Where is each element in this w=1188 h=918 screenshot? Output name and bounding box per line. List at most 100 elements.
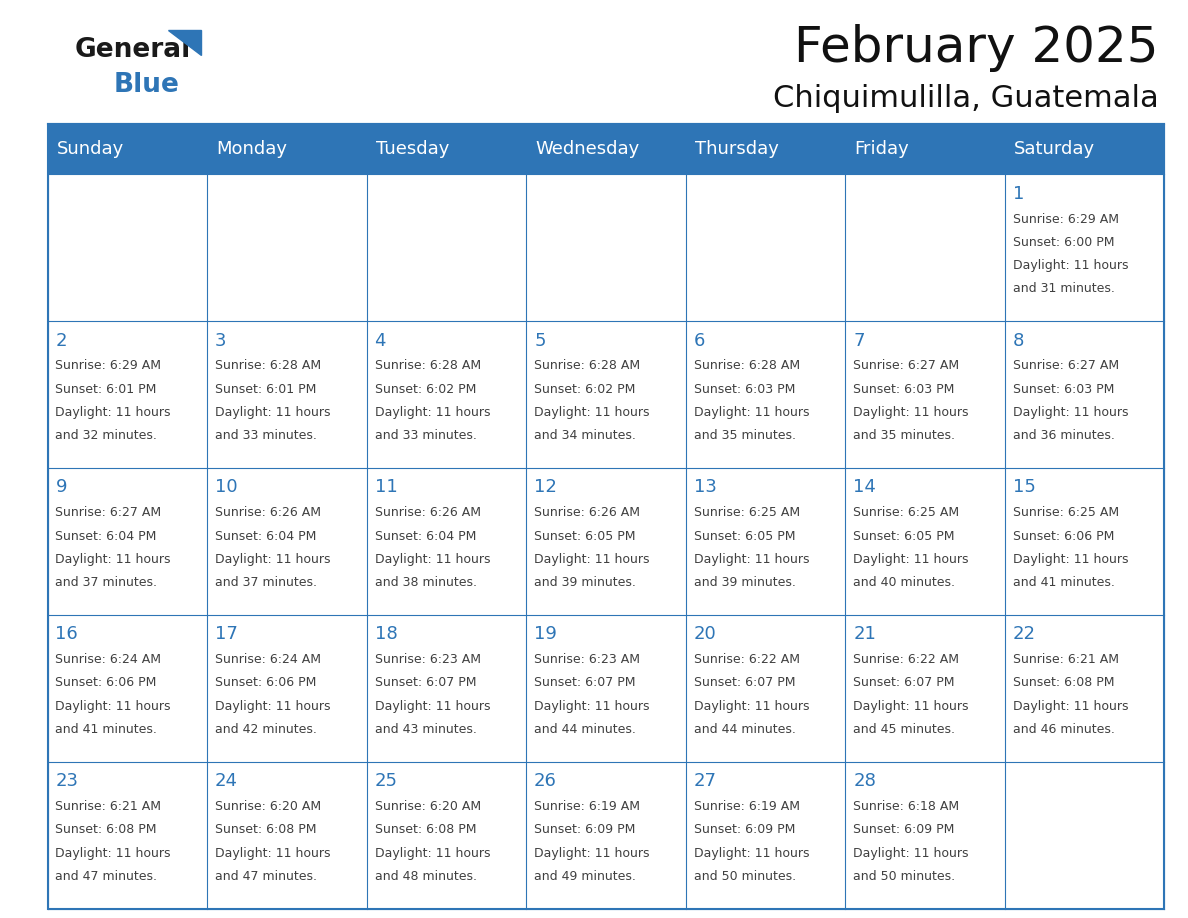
Text: Sunset: 6:09 PM: Sunset: 6:09 PM: [853, 823, 954, 836]
Text: Sunset: 6:06 PM: Sunset: 6:06 PM: [1012, 530, 1114, 543]
FancyBboxPatch shape: [48, 174, 207, 321]
Text: Sunset: 6:09 PM: Sunset: 6:09 PM: [535, 823, 636, 836]
FancyBboxPatch shape: [207, 615, 367, 762]
Text: Sunset: 6:06 PM: Sunset: 6:06 PM: [215, 677, 316, 689]
Text: Daylight: 11 hours: Daylight: 11 hours: [535, 553, 650, 565]
Text: Daylight: 11 hours: Daylight: 11 hours: [374, 553, 491, 565]
Text: Daylight: 11 hours: Daylight: 11 hours: [694, 846, 809, 859]
Text: and 47 minutes.: and 47 minutes.: [215, 869, 317, 883]
FancyBboxPatch shape: [367, 124, 526, 174]
Text: Sunrise: 6:20 AM: Sunrise: 6:20 AM: [374, 800, 481, 813]
Text: Sunset: 6:01 PM: Sunset: 6:01 PM: [56, 383, 157, 396]
Text: Daylight: 11 hours: Daylight: 11 hours: [56, 553, 171, 565]
Text: and 44 minutes.: and 44 minutes.: [535, 722, 636, 736]
FancyBboxPatch shape: [48, 124, 207, 174]
Text: 18: 18: [374, 625, 397, 644]
Text: 14: 14: [853, 478, 876, 497]
Text: 21: 21: [853, 625, 876, 644]
Text: Daylight: 11 hours: Daylight: 11 hours: [374, 846, 491, 859]
FancyBboxPatch shape: [207, 321, 367, 468]
FancyBboxPatch shape: [367, 468, 526, 615]
Text: Daylight: 11 hours: Daylight: 11 hours: [215, 846, 330, 859]
Text: Daylight: 11 hours: Daylight: 11 hours: [535, 846, 650, 859]
FancyBboxPatch shape: [48, 762, 207, 909]
Text: and 33 minutes.: and 33 minutes.: [374, 429, 476, 442]
Text: Sunrise: 6:18 AM: Sunrise: 6:18 AM: [853, 800, 959, 813]
Text: 19: 19: [535, 625, 557, 644]
FancyBboxPatch shape: [1005, 174, 1164, 321]
Text: February 2025: February 2025: [794, 24, 1158, 72]
Text: Sunrise: 6:28 AM: Sunrise: 6:28 AM: [694, 360, 800, 373]
Text: Friday: Friday: [854, 140, 910, 158]
Text: Sunset: 6:05 PM: Sunset: 6:05 PM: [535, 530, 636, 543]
FancyBboxPatch shape: [1005, 615, 1164, 762]
FancyBboxPatch shape: [1005, 762, 1164, 909]
Text: Daylight: 11 hours: Daylight: 11 hours: [215, 700, 330, 712]
Text: Sunset: 6:00 PM: Sunset: 6:00 PM: [1012, 236, 1114, 249]
Text: Sunrise: 6:28 AM: Sunrise: 6:28 AM: [374, 360, 481, 373]
Text: Daylight: 11 hours: Daylight: 11 hours: [694, 700, 809, 712]
Text: Daylight: 11 hours: Daylight: 11 hours: [535, 406, 650, 419]
FancyBboxPatch shape: [685, 468, 845, 615]
Text: Sunset: 6:08 PM: Sunset: 6:08 PM: [215, 823, 316, 836]
FancyBboxPatch shape: [48, 468, 207, 615]
Text: 4: 4: [374, 331, 386, 350]
FancyBboxPatch shape: [685, 762, 845, 909]
Text: 8: 8: [1012, 331, 1024, 350]
Text: 9: 9: [56, 478, 67, 497]
Text: Daylight: 11 hours: Daylight: 11 hours: [694, 406, 809, 419]
Text: 17: 17: [215, 625, 238, 644]
Text: and 50 minutes.: and 50 minutes.: [694, 869, 796, 883]
Text: and 32 minutes.: and 32 minutes.: [56, 429, 157, 442]
Text: Sunrise: 6:19 AM: Sunrise: 6:19 AM: [535, 800, 640, 813]
FancyBboxPatch shape: [48, 615, 207, 762]
FancyBboxPatch shape: [685, 174, 845, 321]
Text: 27: 27: [694, 772, 716, 790]
FancyBboxPatch shape: [1005, 468, 1164, 615]
Text: Daylight: 11 hours: Daylight: 11 hours: [1012, 406, 1129, 419]
Text: and 37 minutes.: and 37 minutes.: [215, 576, 317, 589]
Text: and 41 minutes.: and 41 minutes.: [56, 722, 157, 736]
Text: Sunrise: 6:25 AM: Sunrise: 6:25 AM: [1012, 507, 1119, 520]
Text: Daylight: 11 hours: Daylight: 11 hours: [853, 406, 968, 419]
Text: and 47 minutes.: and 47 minutes.: [56, 869, 158, 883]
Text: Sunrise: 6:27 AM: Sunrise: 6:27 AM: [853, 360, 959, 373]
Text: Sunrise: 6:24 AM: Sunrise: 6:24 AM: [56, 654, 162, 666]
Text: 6: 6: [694, 331, 704, 350]
FancyBboxPatch shape: [845, 762, 1005, 909]
Text: Sunrise: 6:19 AM: Sunrise: 6:19 AM: [694, 800, 800, 813]
Text: Sunday: Sunday: [57, 140, 125, 158]
FancyBboxPatch shape: [845, 174, 1005, 321]
FancyBboxPatch shape: [367, 615, 526, 762]
FancyBboxPatch shape: [367, 321, 526, 468]
Text: 7: 7: [853, 331, 865, 350]
FancyBboxPatch shape: [526, 321, 685, 468]
Text: Sunset: 6:04 PM: Sunset: 6:04 PM: [215, 530, 316, 543]
Text: Sunrise: 6:23 AM: Sunrise: 6:23 AM: [374, 654, 481, 666]
Text: and 35 minutes.: and 35 minutes.: [853, 429, 955, 442]
Text: Chiquimulilla, Guatemala: Chiquimulilla, Guatemala: [772, 84, 1158, 113]
Text: and 50 minutes.: and 50 minutes.: [853, 869, 955, 883]
FancyBboxPatch shape: [845, 615, 1005, 762]
Text: Sunset: 6:08 PM: Sunset: 6:08 PM: [1012, 677, 1114, 689]
Text: 12: 12: [535, 478, 557, 497]
FancyBboxPatch shape: [685, 124, 845, 174]
Text: Sunrise: 6:21 AM: Sunrise: 6:21 AM: [1012, 654, 1119, 666]
FancyBboxPatch shape: [367, 762, 526, 909]
Text: 15: 15: [1012, 478, 1036, 497]
Text: and 41 minutes.: and 41 minutes.: [1012, 576, 1114, 589]
Text: and 39 minutes.: and 39 minutes.: [694, 576, 796, 589]
FancyBboxPatch shape: [526, 174, 685, 321]
Text: 1: 1: [1012, 185, 1024, 203]
FancyBboxPatch shape: [845, 124, 1005, 174]
Text: 24: 24: [215, 772, 238, 790]
Text: and 36 minutes.: and 36 minutes.: [1012, 429, 1114, 442]
Text: Sunset: 6:06 PM: Sunset: 6:06 PM: [56, 677, 157, 689]
FancyBboxPatch shape: [845, 321, 1005, 468]
Text: Daylight: 11 hours: Daylight: 11 hours: [215, 553, 330, 565]
Text: Sunrise: 6:22 AM: Sunrise: 6:22 AM: [694, 654, 800, 666]
Text: Daylight: 11 hours: Daylight: 11 hours: [374, 406, 491, 419]
Text: Sunset: 6:05 PM: Sunset: 6:05 PM: [853, 530, 955, 543]
FancyBboxPatch shape: [48, 321, 207, 468]
Text: Sunrise: 6:23 AM: Sunrise: 6:23 AM: [535, 654, 640, 666]
